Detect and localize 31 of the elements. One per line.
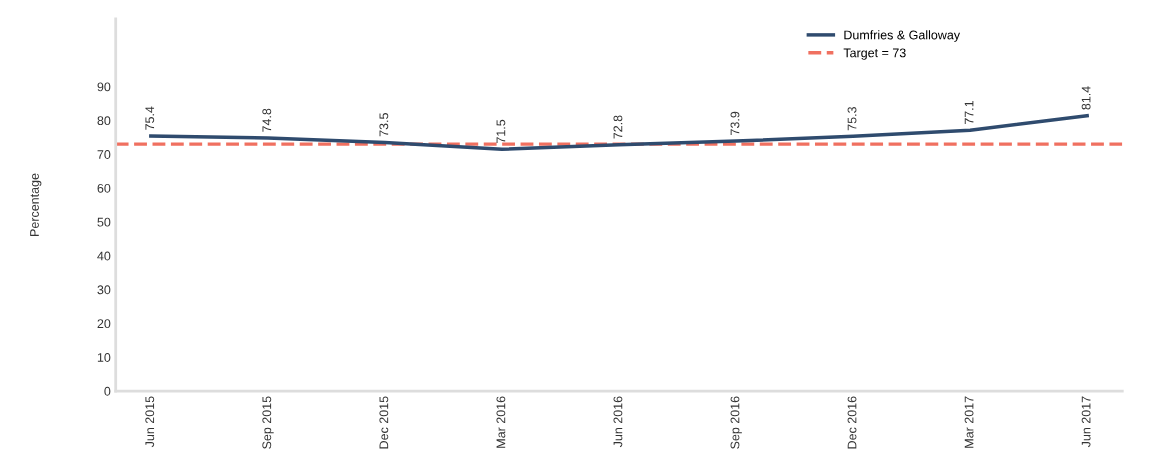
x-tick-label: Mar 2017 <box>964 396 974 448</box>
data-label: 81.4 <box>1081 86 1091 110</box>
legend-label: Dumfries & Galloway <box>844 30 961 42</box>
x-tick-label: Dec 2015 <box>379 396 389 449</box>
x-tick-label: Jun 2016 <box>613 396 623 448</box>
y-tick-label: 90 <box>97 82 111 92</box>
x-tick-label: Mar 2016 <box>496 396 506 448</box>
x-tick-label: Jun 2015 <box>145 396 155 448</box>
y-tick-label: 50 <box>97 217 111 227</box>
y-tick-label: 40 <box>97 251 111 261</box>
data-label: 72.8 <box>613 115 623 139</box>
x-tick-label: Dec 2016 <box>847 396 857 449</box>
data-label: 77.1 <box>964 100 974 125</box>
y-axis-title: Percentage <box>30 173 42 236</box>
data-label: 74.8 <box>262 108 272 132</box>
legend-label: Target = 73 <box>843 48 906 60</box>
y-tick-label: 80 <box>97 116 111 126</box>
y-tick-label: 60 <box>97 183 111 193</box>
data-label: 71.5 <box>496 119 506 143</box>
data-label: 75.4 <box>145 106 155 130</box>
y-tick-label: 20 <box>97 319 111 329</box>
y-tick-label: 70 <box>97 150 111 159</box>
x-tick-label: Sep 2016 <box>730 396 742 449</box>
data-label: 75.3 <box>847 107 857 131</box>
y-tick-label: 0 <box>104 386 111 396</box>
y-tick-label: 30 <box>97 285 111 295</box>
data-label: 73.9 <box>730 111 740 135</box>
data-label: 73.5 <box>379 113 389 137</box>
x-tick-label: Jun 2017 <box>1081 396 1091 448</box>
y-tick-label: 10 <box>97 353 111 362</box>
x-tick-label: Sep 2015 <box>262 396 274 449</box>
